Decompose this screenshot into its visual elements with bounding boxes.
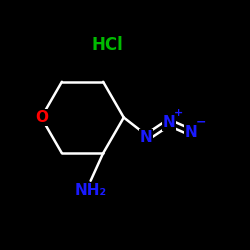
Text: HCl: HCl — [92, 36, 124, 54]
Text: +: + — [174, 108, 184, 118]
Text: N: N — [140, 130, 152, 145]
Text: N: N — [162, 115, 175, 130]
Text: O: O — [35, 110, 48, 125]
Text: N: N — [185, 125, 198, 140]
Text: −: − — [196, 116, 206, 129]
Text: NH₂: NH₂ — [74, 183, 107, 198]
